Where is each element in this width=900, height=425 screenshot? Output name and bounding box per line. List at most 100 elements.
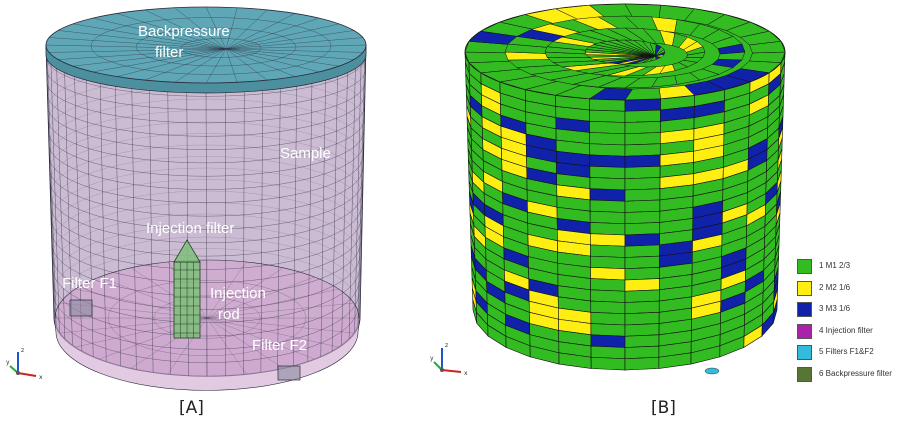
- mesh-ring: [46, 69, 366, 110]
- label-injection-rod-line2: rod: [218, 306, 240, 323]
- element-cell: [624, 210, 661, 225]
- top-cell: [686, 46, 706, 56]
- legend-item: 3 M3 1/6: [797, 302, 900, 324]
- legend-swatch: [797, 323, 812, 339]
- mesh-ring: [46, 82, 366, 124]
- bottom-radial: [206, 302, 354, 319]
- element-cell: [589, 143, 626, 157]
- legend-label: 5 Filters F1&F2: [819, 347, 874, 356]
- element-cell: [590, 345, 626, 360]
- element-cell: [624, 289, 660, 303]
- mesh-ring-back: [50, 144, 362, 194]
- mesh-ring: [46, 57, 366, 97]
- element-cell: [624, 132, 661, 146]
- mesh-ring: [47, 119, 365, 164]
- bottom-radial: [167, 317, 208, 375]
- element-cell: [589, 233, 626, 247]
- element-cell: [624, 356, 660, 371]
- bottom-ring: [107, 280, 307, 356]
- mesh-ring: [49, 156, 363, 204]
- mesh-ring: [52, 268, 360, 323]
- mesh-ring-back: [51, 179, 361, 232]
- legend-swatch: [797, 259, 812, 274]
- mesh-line-vertical: [64, 62, 73, 345]
- top-ring: [135, 27, 297, 67]
- mesh-ring-back: [53, 248, 359, 306]
- mesh-ring: [51, 231, 361, 283]
- top-cell: [654, 48, 666, 57]
- element-cell: [624, 109, 661, 123]
- mesh-ring: [51, 255, 361, 310]
- mesh-ring: [50, 193, 362, 244]
- material-legend: 1 M1 2/3 2 M2 1/6 3 M3 1/6 4 Injection filt…: [797, 259, 900, 388]
- element-cell: [589, 199, 626, 213]
- caption-panel-a: [A]: [179, 398, 204, 418]
- element-cell: [624, 199, 661, 213]
- mesh-line-vertical: [50, 54, 60, 332]
- element-cell: [590, 356, 626, 371]
- axis-triad-a: z x y: [6, 347, 43, 381]
- element-cell: [624, 334, 660, 348]
- top-ring: [180, 38, 262, 58]
- legend-item: 6 Backpressure filter: [797, 366, 900, 389]
- element-cell: [624, 154, 661, 168]
- mesh-ring: [53, 293, 359, 350]
- bottom-radial: [206, 317, 247, 375]
- mesh-line-vertical: [358, 44, 367, 319]
- legend-label: 2 M2 1/6: [819, 282, 851, 292]
- element-cell: [590, 278, 626, 292]
- axis-z-label: z: [21, 347, 24, 354]
- caption-panel-b: [B]: [651, 398, 676, 418]
- element-cell: [624, 311, 660, 326]
- filter-f1-shape: [69, 299, 93, 317]
- element-cell: [624, 177, 661, 191]
- element-cell: [590, 311, 626, 326]
- legend-swatch: [797, 302, 812, 317]
- axis-x-label: x: [39, 374, 43, 381]
- mesh-ring-back: [51, 190, 361, 244]
- filter-f2-patch: [704, 367, 720, 375]
- element-cell: [589, 165, 626, 180]
- label-filter-f1: Filter F1: [62, 275, 117, 292]
- bottom-radial: [206, 317, 284, 369]
- top-cell: [717, 43, 746, 55]
- panel-b-mesh: [464, 3, 786, 375]
- filter-f2-shape: [277, 365, 301, 381]
- mesh-line-vertical: [56, 58, 66, 339]
- element-cell: [624, 188, 661, 202]
- legend-label: 4 Injection filter: [819, 325, 873, 335]
- element-cell: [624, 120, 661, 135]
- element-cell: [590, 267, 626, 281]
- element-cell: [589, 154, 626, 168]
- label-injection-filter: Injection filter: [146, 220, 234, 237]
- bottom-ring: [153, 297, 261, 339]
- element-cell: [590, 244, 626, 258]
- element-cell: [590, 289, 626, 303]
- element-cell: [624, 345, 660, 360]
- element-cell: [589, 210, 626, 225]
- element-cell: [589, 120, 626, 135]
- top-ring: [90, 17, 332, 75]
- element-cell: [590, 300, 626, 315]
- mesh-ring-back: [49, 121, 363, 170]
- mesh-line-vertical: [357, 49, 366, 325]
- element-cell: [589, 222, 626, 236]
- bottom-radial: [206, 267, 284, 319]
- axis-y-label: y: [6, 359, 10, 366]
- legend-item: 5 Filters F1&F2: [797, 345, 900, 367]
- element-cell: [772, 299, 778, 324]
- mesh-ring: [50, 206, 362, 257]
- element-cell: [624, 244, 660, 258]
- legend-label: 1 M1 2/3: [819, 261, 851, 270]
- element-cell: [590, 323, 626, 337]
- mesh-ring: [50, 218, 362, 270]
- legend-swatch: [797, 345, 812, 360]
- mesh-ring-back: [50, 156, 362, 207]
- element-cell: [590, 334, 626, 348]
- bottom-radial: [206, 261, 247, 319]
- legend-swatch: [797, 280, 812, 296]
- mesh-ring-back: [52, 225, 360, 281]
- axis-z-label-b: z: [445, 342, 448, 349]
- axis-triad-b: z x y: [430, 342, 468, 377]
